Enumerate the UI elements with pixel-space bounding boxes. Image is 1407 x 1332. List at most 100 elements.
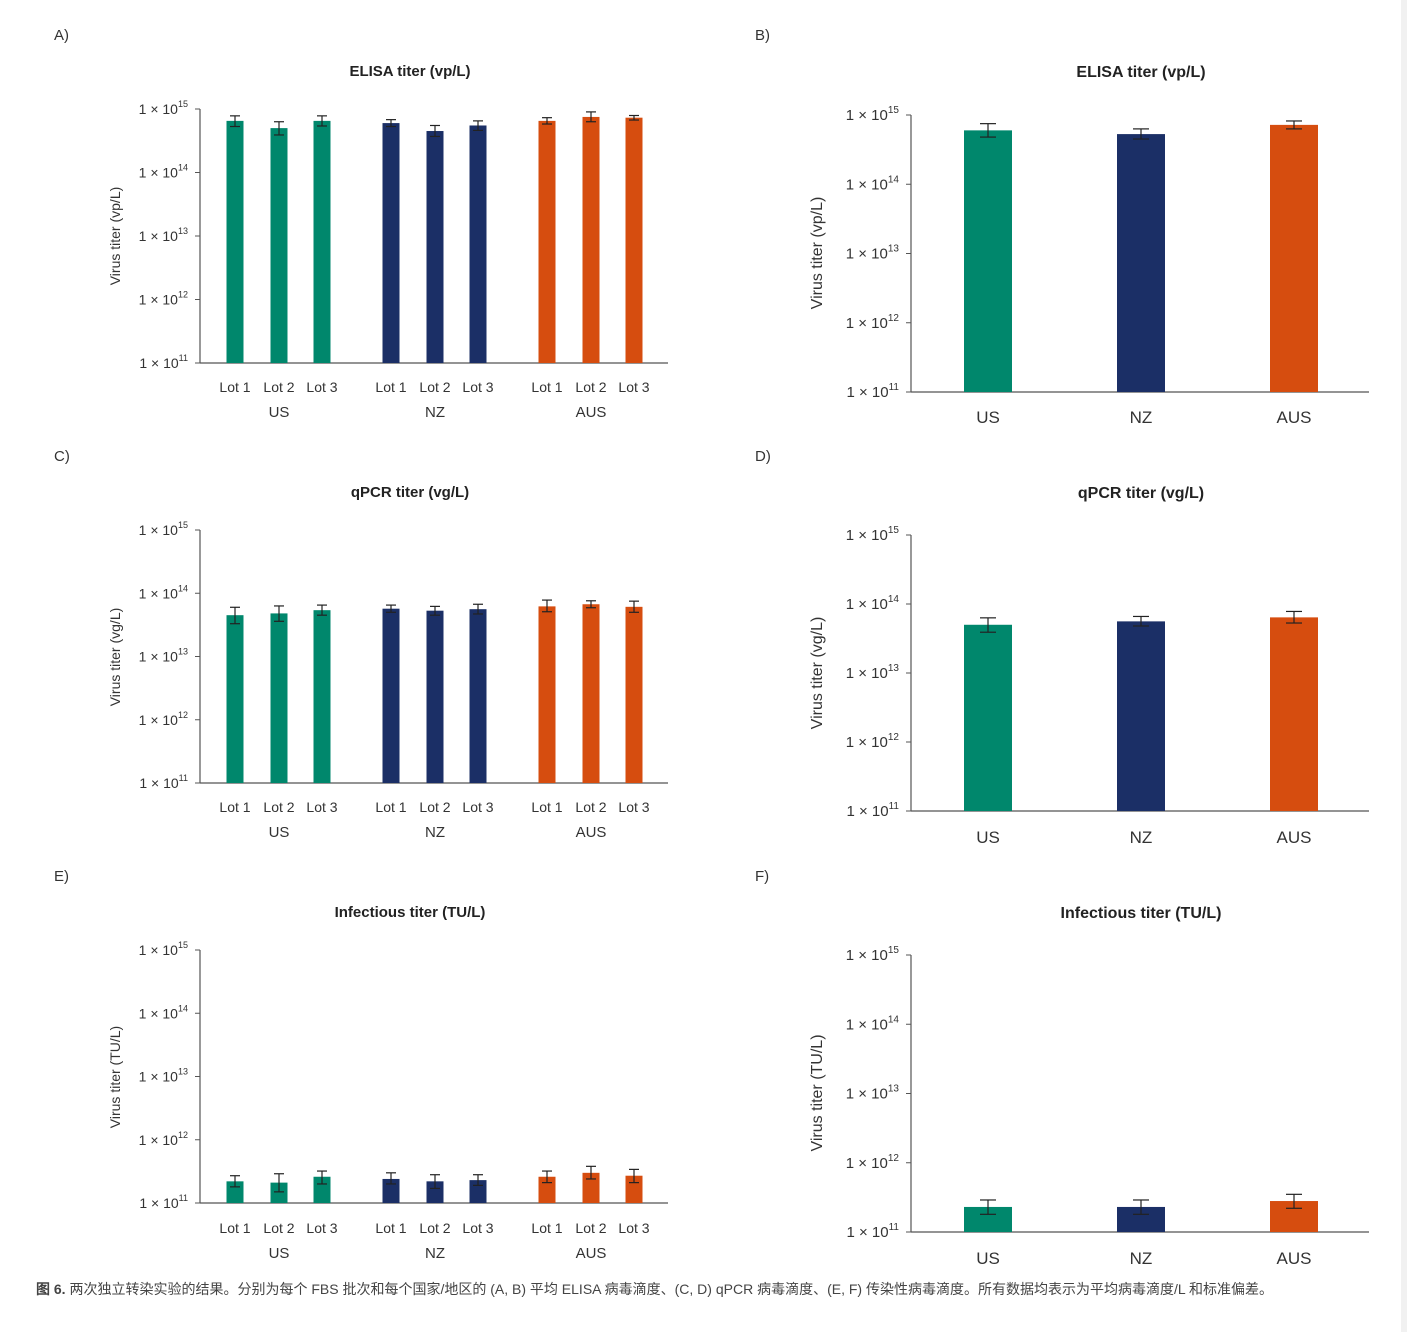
- bar-aus-lot-2: [582, 1172, 600, 1203]
- x-group-label: AUS: [576, 824, 607, 841]
- y-tick-label: 1 × 1011: [139, 773, 188, 791]
- x-tick-label: Lot 3: [306, 799, 337, 815]
- bar-aus-lot-1: [538, 1176, 556, 1203]
- bar-nz: [1117, 134, 1165, 392]
- panel-label: E): [54, 868, 69, 885]
- y-tick-exponent: 12: [888, 732, 900, 743]
- y-tick-label: 1 × 1011: [846, 801, 899, 820]
- figure: A) ELISA titer (vp/L) Virus titer (vp/L) 1 …: [54, 27, 1369, 1268]
- panel-label: D): [755, 448, 771, 465]
- x-tick-label: Lot 1: [219, 799, 250, 815]
- x-tick-label: NZ: [1130, 1249, 1153, 1268]
- y-tick-label: 1 × 1014: [846, 174, 900, 193]
- x-tick-label: Lot 2: [263, 379, 294, 395]
- x-tick-label: Lot 1: [531, 1220, 562, 1236]
- x-tick-label: Lot 3: [462, 1220, 493, 1236]
- x-tick-label: Lot 3: [306, 1220, 337, 1236]
- y-tick-label: 1 × 1014: [846, 1014, 900, 1033]
- y-tick-exponent: 11: [889, 382, 900, 393]
- x-tick-label: US: [976, 828, 1000, 847]
- x-group-label: US: [269, 1245, 290, 1262]
- chart-panel-f: F) Infectious titer (TU/L) Virus titer (TU…: [755, 868, 1369, 1268]
- bar-us-lot-1: [226, 120, 244, 363]
- y-tick-label: 1 × 1012: [846, 313, 900, 332]
- bar-nz-lot-1: [382, 1178, 400, 1203]
- chart-panel-d: D) qPCR titer (vg/L) Virus titer (vg/L) 1 ×…: [755, 448, 1369, 847]
- bar-us: [964, 130, 1012, 392]
- bar-nz-lot-1: [382, 123, 400, 363]
- y-tick-label: 1 × 1011: [846, 1222, 899, 1241]
- y-tick-exponent: 11: [889, 1222, 900, 1233]
- y-tick-exponent: 12: [178, 710, 188, 720]
- x-tick-label: Lot 3: [462, 379, 493, 395]
- bar-us: [964, 624, 1012, 811]
- panel-label: F): [755, 868, 769, 885]
- x-tick-label: AUS: [1277, 408, 1312, 427]
- y-tick-label: 1 × 1011: [846, 382, 899, 401]
- x-tick-label: AUS: [1277, 828, 1312, 847]
- y-tick-exponent: 14: [178, 163, 188, 173]
- bar-aus-lot-2: [582, 116, 600, 363]
- y-tick-label: 1 × 1014: [139, 163, 188, 181]
- x-tick-label: Lot 1: [531, 379, 562, 395]
- chart-panel-b: B) ELISA titer (vp/L) Virus titer (vp/L) 1 …: [755, 27, 1369, 427]
- y-tick-exponent: 12: [888, 313, 900, 324]
- bar-nz: [1117, 621, 1165, 811]
- panel-label: B): [755, 27, 770, 44]
- y-axis-label: Virus titer (TU/L): [809, 1034, 826, 1151]
- bar-nz-lot-3: [469, 609, 487, 783]
- bar-us-lot-3: [313, 610, 331, 783]
- y-tick-exponent: 11: [889, 801, 900, 812]
- y-axis-label: Virus titer (vg/L): [107, 608, 123, 707]
- x-tick-label: Lot 2: [419, 1220, 450, 1236]
- y-axis-label: Virus titer (TU/L): [107, 1026, 123, 1128]
- x-tick-label: Lot 3: [462, 799, 493, 815]
- x-group-label: AUS: [576, 404, 607, 421]
- y-tick-label: 1 × 1015: [846, 945, 900, 964]
- y-axis-label: Virus titer (vp/L): [107, 187, 123, 286]
- bar-nz-lot-2: [426, 610, 444, 783]
- chart-title: ELISA titer (vp/L): [1076, 64, 1205, 81]
- y-tick-label: 1 × 1014: [139, 1003, 188, 1021]
- y-tick-exponent: 13: [888, 663, 900, 674]
- y-tick-exponent: 11: [179, 1193, 188, 1203]
- x-group-label: AUS: [576, 1245, 607, 1262]
- y-tick-label: 1 × 1012: [846, 732, 900, 751]
- x-group-label: US: [269, 824, 290, 841]
- bar-nz-lot-2: [426, 131, 444, 363]
- chart-title: qPCR titer (vg/L): [1078, 485, 1204, 502]
- y-tick-exponent: 12: [888, 1153, 900, 1164]
- bar-us-lot-2: [270, 613, 288, 783]
- panel-label: C): [54, 448, 70, 465]
- y-tick-exponent: 15: [178, 99, 188, 109]
- bar-nz-lot-3: [469, 125, 487, 363]
- scrollbar[interactable]: [1401, 0, 1407, 1332]
- y-tick-exponent: 15: [888, 525, 900, 536]
- caption-lead: 图 6.: [36, 1281, 66, 1297]
- y-tick-label: 1 × 1013: [139, 226, 188, 244]
- y-tick-exponent: 12: [178, 290, 188, 300]
- x-tick-label: US: [976, 1249, 1000, 1268]
- x-tick-label: Lot 2: [575, 799, 606, 815]
- y-tick-label: 1 × 1011: [139, 1193, 188, 1211]
- y-tick-exponent: 15: [178, 520, 188, 530]
- y-tick-label: 1 × 1013: [846, 244, 900, 263]
- bar-us-lot-3: [313, 120, 331, 363]
- chart-title: ELISA titer (vp/L): [349, 63, 470, 80]
- y-tick-label: 1 × 1012: [139, 710, 188, 728]
- y-tick-label: 1 × 1015: [139, 99, 188, 117]
- x-tick-label: NZ: [1130, 408, 1153, 427]
- y-tick-label: 1 × 1012: [846, 1153, 900, 1172]
- y-tick-exponent: 13: [888, 244, 900, 255]
- x-tick-label: Lot 2: [263, 799, 294, 815]
- y-tick-label: 1 × 1015: [846, 105, 900, 124]
- y-tick-label: 1 × 1011: [139, 353, 188, 371]
- x-tick-label: Lot 1: [375, 379, 406, 395]
- y-axis-label: Virus titer (vg/L): [809, 617, 826, 730]
- x-group-label: NZ: [425, 824, 445, 841]
- x-group-label: NZ: [425, 1245, 445, 1262]
- y-tick-exponent: 14: [178, 583, 188, 593]
- y-tick-label: 1 × 1012: [139, 290, 188, 308]
- bar-us-lot-3: [313, 1176, 331, 1203]
- y-tick-label: 1 × 1014: [846, 594, 900, 613]
